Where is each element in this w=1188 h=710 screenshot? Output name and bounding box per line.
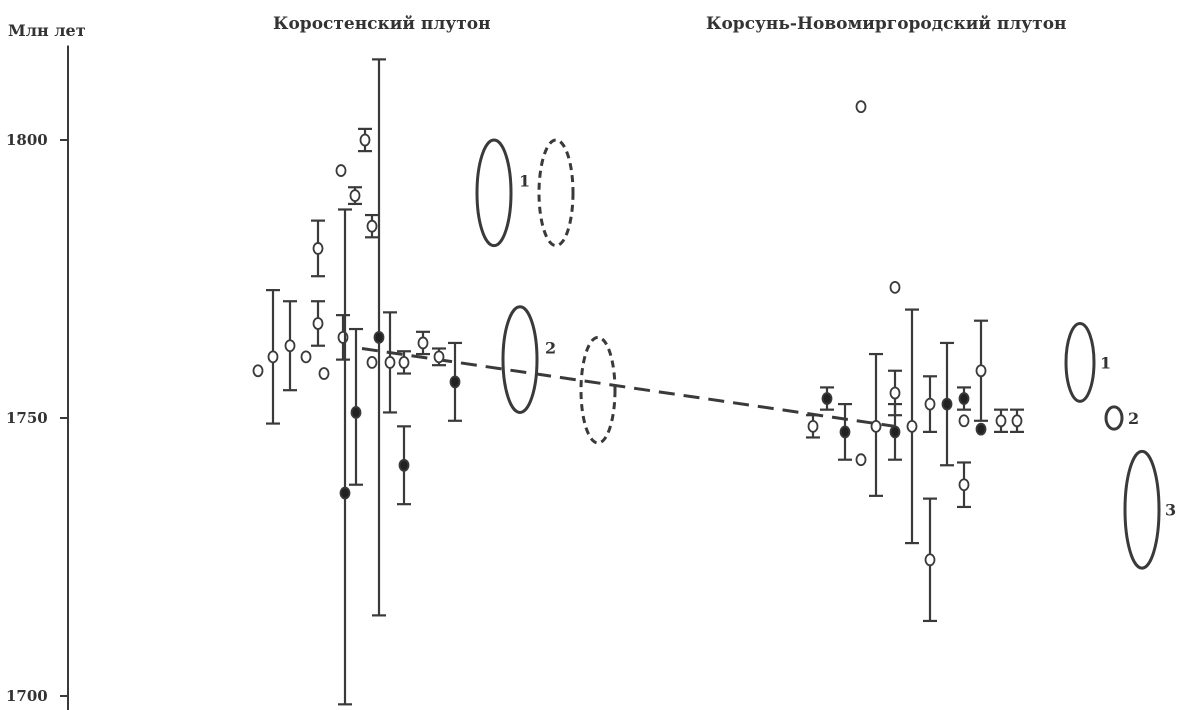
data-point-13: [368, 221, 377, 232]
data-point-29: [891, 387, 900, 398]
ellipses-group: 1 2 1 2 3: [477, 140, 1176, 568]
ellipse-2: [503, 307, 537, 413]
data-point-0: [254, 365, 263, 376]
y-axis-label: Млн лет: [8, 21, 86, 40]
data-point-28: [891, 282, 900, 293]
data-points-group: [254, 59, 1025, 704]
data-point-5: [314, 318, 323, 329]
data-point-20: [435, 351, 444, 362]
ellipse-label-6: 3: [1165, 501, 1176, 520]
data-point-26: [857, 454, 866, 465]
data-point-10: [351, 190, 360, 201]
ellipse-4: [1066, 323, 1094, 401]
ellipse-label-0: 1: [519, 171, 530, 190]
data-point-21: [451, 376, 460, 387]
data-point-40: [997, 415, 1006, 426]
group-label-korsun: Корсунь-Новомиргородский плутон: [706, 14, 1066, 34]
data-point-18: [400, 460, 409, 471]
ellipse-label-4: 1: [1100, 353, 1111, 372]
data-point-6: [320, 368, 329, 379]
data-point-15: [375, 332, 384, 343]
data-point-2: [286, 340, 295, 351]
data-point-41: [1013, 415, 1022, 426]
data-point-33: [926, 554, 935, 565]
ellipse-5: [1106, 407, 1122, 429]
data-point-22: [809, 421, 818, 432]
data-point-19: [419, 337, 428, 348]
y-tick-label-1700: 1700: [6, 687, 48, 705]
data-point-25: [857, 101, 866, 112]
data-point-39: [977, 424, 986, 435]
data-point-11: [352, 407, 361, 418]
data-point-9: [341, 488, 350, 499]
data-point-4: [314, 243, 323, 254]
data-point-38: [977, 365, 986, 376]
data-point-36: [960, 415, 969, 426]
data-point-34: [943, 399, 952, 410]
data-point-23: [823, 393, 832, 404]
data-point-37: [960, 479, 969, 490]
data-point-12: [361, 135, 370, 146]
data-point-3: [302, 351, 311, 362]
data-point-16: [386, 357, 395, 368]
data-point-17: [400, 357, 409, 368]
data-point-30: [891, 426, 900, 437]
ellipse-label-2: 2: [545, 338, 556, 357]
data-point-24: [841, 426, 850, 437]
group-label-korosten: Коростенский плутон: [273, 14, 491, 34]
data-point-27: [872, 421, 881, 432]
y-axis: 1700 1750 1800: [6, 45, 68, 710]
data-point-31: [908, 421, 917, 432]
ellipse-label-5: 2: [1128, 409, 1139, 428]
y-tick-label-1800: 1800: [6, 131, 48, 149]
ellipse-1: [539, 140, 573, 246]
data-point-1: [269, 351, 278, 362]
data-point-35: [960, 393, 969, 404]
y-tick-label-1750: 1750: [6, 409, 48, 427]
ellipse-3: [581, 337, 615, 443]
data-point-8: [339, 332, 348, 343]
ellipse-6: [1125, 451, 1159, 568]
data-point-14: [368, 357, 377, 368]
data-point-32: [926, 399, 935, 410]
ellipse-0: [477, 140, 511, 246]
data-point-7: [337, 165, 346, 176]
